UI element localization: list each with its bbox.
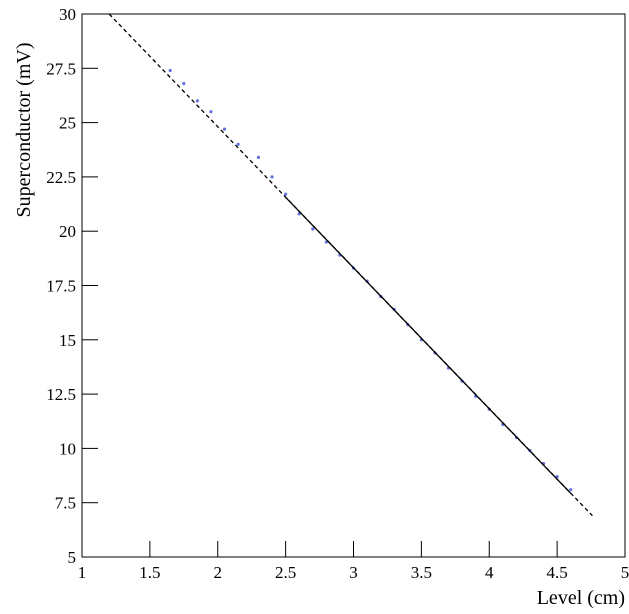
x-tick-label: 2 — [214, 563, 223, 582]
y-tick-label: 10 — [59, 439, 76, 458]
x-tick-label: 1.5 — [139, 563, 160, 582]
x-tick-label: 3.5 — [411, 563, 432, 582]
data-point — [168, 68, 172, 73]
data-point — [284, 192, 288, 196]
y-tick-label: 15 — [59, 331, 76, 350]
plot-frame — [81, 13, 626, 558]
y-tick-label: 22.5 — [46, 168, 76, 187]
x-tick-label: 4.5 — [547, 563, 568, 582]
data-point — [569, 488, 573, 492]
y-tick-label: 17.5 — [46, 277, 76, 296]
data-point — [209, 110, 213, 114]
y-tick-label: 20 — [59, 222, 76, 241]
data-point — [311, 227, 315, 231]
fit-line — [285, 196, 572, 494]
x-tick-label: 2.5 — [275, 563, 296, 582]
y-axis-label: Superconductor (mV) — [13, 43, 35, 218]
data-point — [222, 127, 227, 131]
data-point — [195, 99, 199, 103]
y-tick-label: 7.5 — [55, 494, 76, 513]
x-tick-label: 1 — [78, 563, 87, 582]
x-tick-label: 3 — [349, 563, 358, 582]
y-tick-label: 27.5 — [46, 59, 76, 78]
data-point — [256, 155, 261, 159]
y-tick-label: 12.5 — [46, 385, 76, 404]
y-tick-label: 25 — [59, 114, 76, 133]
y-tick-label: 30 — [59, 5, 76, 24]
x-tick-label: 4 — [485, 563, 494, 582]
data-point — [236, 142, 240, 146]
data-point — [182, 81, 186, 86]
x-axis-label: Level (cm) — [537, 587, 625, 609]
x-tick-label: 5 — [621, 563, 629, 582]
data-point — [270, 175, 274, 179]
y-tick-label: 5 — [68, 548, 77, 567]
